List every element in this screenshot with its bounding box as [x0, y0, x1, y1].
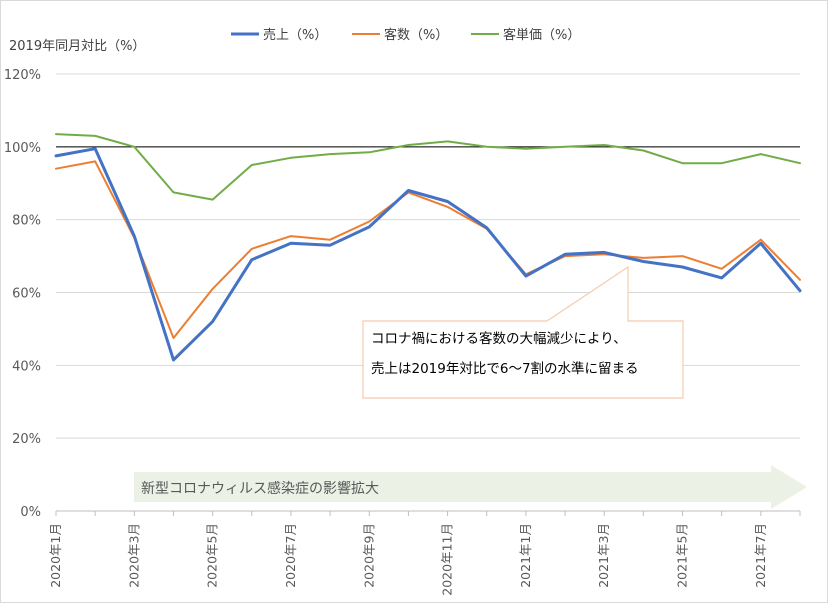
series-line-1 — [54, 147, 802, 362]
legend-label: 売上（%） — [263, 27, 327, 43]
series-line-2 — [55, 160, 801, 339]
y-tick-label: 100% — [4, 141, 41, 156]
impact-arrow-label: 新型コロナウィルス感染症の影響拡大 — [141, 480, 379, 497]
y-tick-label: 80% — [12, 214, 41, 229]
x-tick-label: 2021年5月 — [675, 523, 690, 588]
x-tick-label: 2021年1月 — [518, 523, 533, 588]
gridlines — [55, 73, 801, 516]
y-tick-label: 120% — [4, 68, 41, 83]
x-tick-label: 2020年1月 — [48, 523, 63, 588]
legend: 売上（%） 客数（%） 客単価（%） — [231, 27, 580, 43]
x-tick-label: 2020年11月 — [440, 523, 455, 596]
x-tick-label: 2020年7月 — [283, 523, 298, 588]
callout-line-2: 売上は2019年対比で6～7割の水準に留まる — [371, 360, 639, 377]
series-line-3 — [55, 133, 801, 201]
impact-arrow: 新型コロナウィルス感染症の影響拡大 — [134, 465, 807, 509]
x-tick-label: 2021年7月 — [753, 523, 768, 588]
callout: コロナ禍における客数の大幅減少により、 売上は2019年対比で6～7割の水準に留… — [362, 265, 684, 399]
x-tick-label: 2020年3月 — [126, 523, 141, 588]
y-axis-tick-labels: 0% 20% 40% 60% 80% 100% 120% — [4, 68, 41, 520]
legend-label: 客数（%） — [384, 27, 448, 43]
series-lines — [54, 133, 802, 362]
y-tick-label: 60% — [12, 287, 41, 302]
y-tick-label: 0% — [20, 505, 41, 520]
x-tick-label: 2021年3月 — [596, 523, 611, 588]
x-axis-tick-labels: 2020年1月 2020年3月 2020年5月 2020年7月 2020年9月 2020年… — [48, 523, 768, 596]
callout-shape — [362, 265, 684, 399]
y-tick-label: 40% — [12, 359, 41, 374]
impact-arrow-shape — [134, 465, 807, 509]
x-tick-label: 2020年9月 — [361, 523, 376, 588]
x-tick-label: 2020年5月 — [205, 523, 220, 588]
callout-line-1: コロナ禍における客数の大幅減少により、 — [371, 330, 627, 347]
y-tick-label: 20% — [12, 432, 41, 447]
y-axis-label: 2019年同月対比（%） — [9, 39, 145, 54]
legend-label: 客単価（%） — [503, 27, 580, 43]
